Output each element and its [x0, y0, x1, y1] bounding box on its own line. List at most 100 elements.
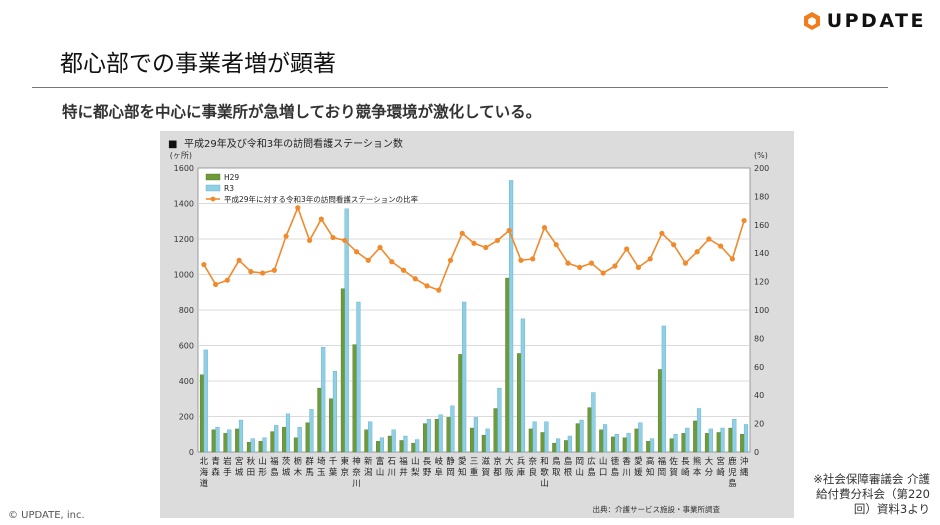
ratio-point	[647, 256, 653, 262]
x-tick-label: 長崎	[681, 457, 690, 478]
y-right-tick-label: 180	[754, 192, 769, 201]
ratio-point	[353, 249, 360, 255]
bar-h29	[376, 441, 381, 453]
bar-h29	[223, 433, 228, 453]
y-left-tick-label: 1200	[174, 235, 194, 244]
ratio-point	[365, 257, 371, 263]
x-tick-label: 新潟	[364, 456, 373, 478]
x-tick-label: 和歌山	[540, 457, 549, 489]
bar-h29	[434, 418, 439, 453]
bar-h29	[329, 398, 334, 453]
bar-r3	[743, 424, 749, 453]
ratio-point	[588, 260, 595, 266]
bar-r3	[579, 419, 584, 453]
y-right-axis-label: (%)	[754, 151, 768, 160]
bar-r3	[638, 422, 643, 453]
bar-r3	[520, 318, 525, 453]
ratio-point	[377, 244, 383, 251]
bar-r3	[356, 301, 361, 453]
bar-h29	[258, 441, 263, 453]
x-tick-label: 北海道	[200, 457, 209, 489]
bar-r3	[497, 387, 502, 453]
source-note: ※社会保障審議会 介護給付費分科会（第220回）資料3より	[813, 472, 930, 516]
bar-r3	[215, 426, 220, 453]
x-tick-label: 埼玉	[317, 456, 326, 478]
x-tick-label: 大阪	[505, 456, 514, 478]
bar-h29	[505, 277, 510, 453]
ratio-point	[224, 277, 230, 283]
bar-h29	[317, 387, 322, 453]
y-left-tick-label: 1600	[174, 164, 194, 173]
bar-r3	[274, 425, 279, 453]
x-tick-label: 青森	[211, 456, 220, 478]
station-count-chart: ■ 平成29年及び令和3年の訪問看護ステーション数0200400600800100…	[168, 137, 769, 514]
ratio-point	[259, 270, 266, 276]
bar-h29	[340, 288, 346, 453]
ratio-point	[400, 267, 407, 273]
y-left-tick-label: 0	[189, 448, 194, 457]
x-tick-label: 静岡	[446, 456, 455, 478]
bar-r3	[426, 418, 431, 453]
x-tick-label: 鹿児島	[728, 456, 737, 489]
ratio-point	[389, 259, 395, 265]
legend-marker-ratio	[210, 196, 216, 202]
bar-r3	[332, 371, 338, 453]
bar-h29	[517, 353, 522, 453]
y-right-tick-label: 40	[754, 391, 764, 400]
ratio-point	[447, 257, 454, 263]
ratio-point	[283, 233, 289, 239]
bar-h29	[199, 374, 205, 453]
x-tick-label: 愛媛	[634, 456, 643, 478]
bar-h29	[528, 428, 533, 453]
bar-h29	[293, 437, 299, 453]
bar-r3	[262, 437, 267, 453]
bar-r3	[602, 424, 608, 453]
ratio-point	[330, 234, 336, 241]
ratio-point	[694, 249, 700, 255]
bar-r3	[649, 438, 655, 453]
bar-r3	[250, 438, 255, 453]
bar-r3	[450, 405, 455, 453]
logo-hexagon-hole	[807, 17, 816, 26]
x-tick-label: 栃木	[294, 456, 303, 478]
bar-h29	[634, 428, 639, 453]
ratio-point	[201, 261, 207, 268]
bar-h29	[552, 442, 557, 453]
x-tick-label: 兵庫	[517, 456, 526, 478]
bar-h29	[282, 426, 287, 453]
chart-title-marker: ■	[168, 139, 177, 150]
ratio-point	[494, 237, 501, 244]
chart-source: 出典：介護サービス施設・事業所調査	[593, 504, 721, 514]
ratio-point	[682, 260, 689, 266]
ratio-point	[506, 227, 512, 234]
bar-r3	[685, 427, 690, 453]
ratio-point	[624, 246, 630, 252]
bar-r3	[532, 421, 537, 453]
ratio-point	[295, 205, 301, 211]
ratio-point	[236, 257, 242, 263]
ratio-point	[342, 237, 348, 244]
x-tick-label: 神奈川	[352, 456, 361, 489]
bar-r3	[297, 426, 302, 453]
brand-logo: UPDATE	[803, 10, 926, 32]
x-tick-label: 香川	[622, 456, 631, 478]
bar-r3	[438, 414, 443, 453]
bar-r3	[462, 301, 467, 453]
x-tick-label: 高知	[646, 456, 655, 478]
ratio-point	[271, 267, 277, 273]
x-tick-label: 鳥取	[552, 456, 561, 478]
bar-r3	[285, 413, 291, 453]
bar-r3	[379, 437, 385, 453]
ratio-point	[600, 270, 606, 276]
ratio-point	[565, 260, 571, 266]
ratio-point	[718, 243, 724, 249]
bar-h29	[622, 437, 627, 453]
hexagon-logo-icon	[803, 12, 820, 30]
bar-h29	[493, 408, 498, 453]
bar-h29	[716, 432, 721, 453]
x-tick-label: 茨城	[282, 456, 291, 478]
x-tick-label: 福井	[399, 456, 408, 478]
bar-r3	[626, 433, 631, 453]
bar-h29	[540, 432, 545, 453]
copyright: © UPDATE, inc.	[8, 510, 85, 521]
